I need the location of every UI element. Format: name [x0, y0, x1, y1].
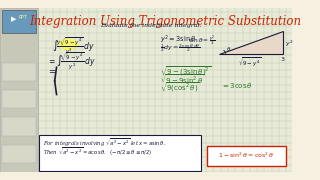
Text: Integration Using Trigonometric Substitution: Integration Using Trigonometric Substitu… [29, 15, 301, 28]
Polygon shape [219, 31, 283, 53]
Text: $\int\!\frac{y\sqrt{9-y^4}}{y^3}\,dy$: $\int\!\frac{y\sqrt{9-y^4}}{y^3}\,dy$ [52, 35, 95, 57]
Text: $\sqrt{9-(3\sin\theta)^2}$: $\sqrt{9-(3\sin\theta)^2}$ [160, 64, 211, 78]
FancyBboxPatch shape [2, 63, 36, 81]
Text: $\sqrt{9-y^4}$: $\sqrt{9-y^4}$ [238, 56, 261, 69]
FancyBboxPatch shape [2, 145, 36, 163]
Text: $3$: $3$ [280, 55, 285, 63]
Text: Evaluate the indefinite integral.: Evaluate the indefinite integral. [100, 23, 202, 28]
FancyBboxPatch shape [38, 8, 292, 172]
Text: ▶: ▶ [11, 17, 16, 23]
Text: $\frac{1}{2}dy=\frac{2\cos\theta\,d\theta}{2}$: $\frac{1}{2}dy=\frac{2\cos\theta\,d\thet… [160, 42, 200, 54]
FancyBboxPatch shape [2, 117, 36, 136]
FancyBboxPatch shape [207, 146, 286, 166]
Text: $\theta$: $\theta$ [226, 45, 231, 53]
Text: $=$: $=$ [47, 67, 57, 75]
Text: For integrals involving $\sqrt{a^2-x^2}$ let $x=a\sin\theta.$: For integrals involving $\sqrt{a^2-x^2}$… [43, 137, 166, 149]
Text: $\sqrt{9-9\sin^2\theta}$: $\sqrt{9-9\sin^2\theta}$ [160, 73, 204, 87]
Text: $\sqrt{9(\cos^2\theta)}$: $\sqrt{9(\cos^2\theta)}$ [160, 81, 199, 95]
Text: Then $\sqrt{a^2-x^2}=a\cos\theta.$  $(-\pi/2\leq\theta\leq\pi/2)$: Then $\sqrt{a^2-x^2}=a\cos\theta.$ $(-\p… [43, 147, 152, 158]
Text: $\cdot\sin\theta=\frac{y^2}{3}$: $\cdot\sin\theta=\frac{y^2}{3}$ [187, 33, 215, 48]
Ellipse shape [59, 39, 77, 50]
Text: $=3\cos\theta$: $=3\cos\theta$ [221, 81, 253, 90]
FancyBboxPatch shape [0, 8, 38, 172]
Text: $y^2$: $y^2$ [285, 38, 294, 49]
Text: $1-\sin^2\theta=\cos^2\theta$: $1-\sin^2\theta=\cos^2\theta$ [218, 151, 274, 160]
Text: $y^2=3\sin\theta$: $y^2=3\sin\theta$ [160, 33, 196, 46]
FancyBboxPatch shape [2, 10, 36, 33]
FancyBboxPatch shape [2, 90, 36, 108]
FancyBboxPatch shape [39, 135, 201, 171]
Text: $=\int\!\frac{\sqrt{9-y^4}}{y^2}\,dy$: $=\int\!\frac{\sqrt{9-y^4}}{y^2}\,dy$ [47, 51, 97, 72]
Text: PPT: PPT [18, 15, 27, 20]
